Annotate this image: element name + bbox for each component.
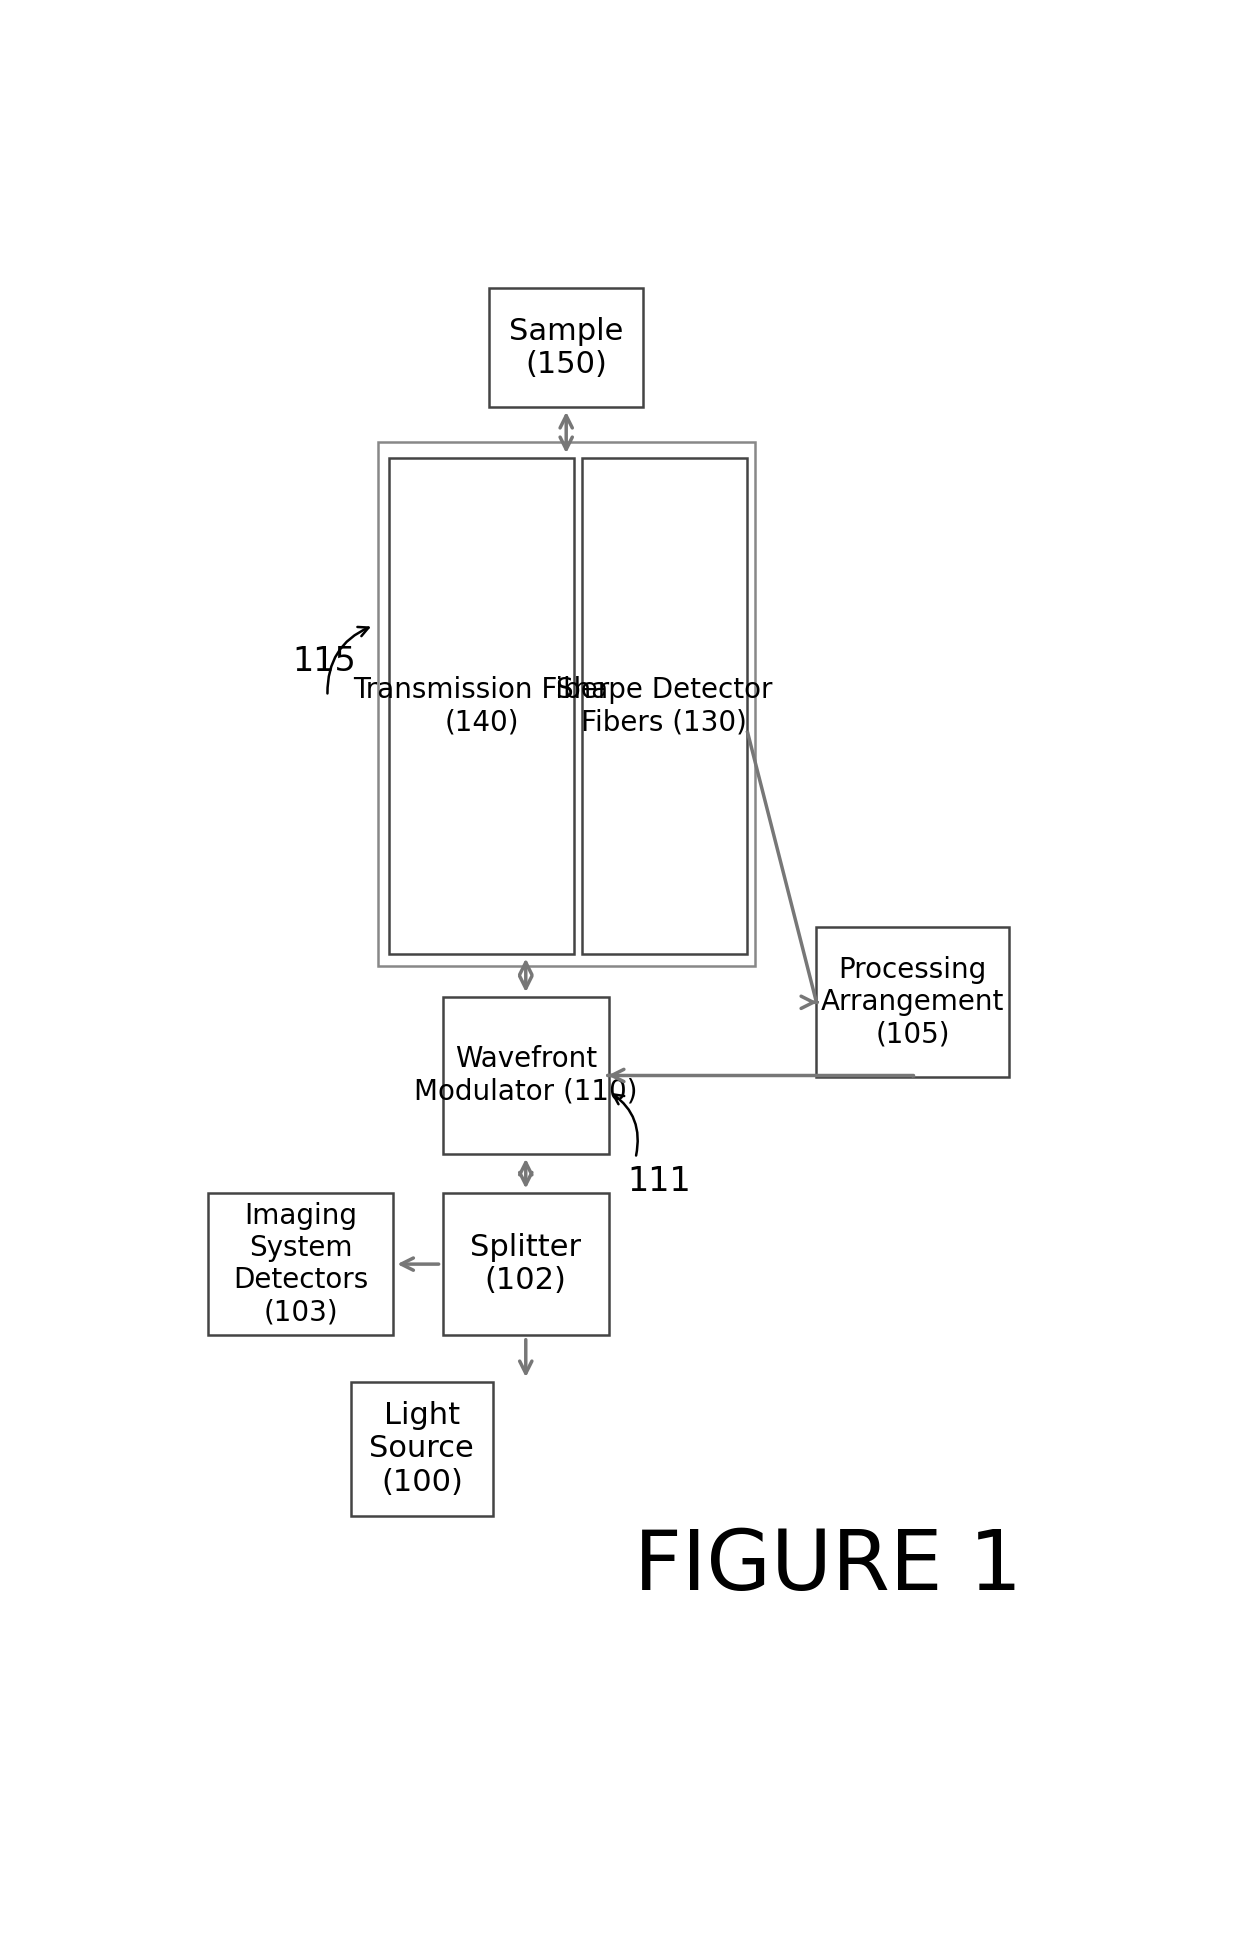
Bar (389, 457, 574, 955)
FancyArrowPatch shape (327, 627, 368, 693)
Text: 111: 111 (627, 1165, 692, 1199)
Text: Shape Detector
Fibers (130): Shape Detector Fibers (130) (556, 675, 773, 736)
Bar (377, 443, 755, 966)
Text: Transmission Fiber
(140): Transmission Fiber (140) (353, 675, 610, 736)
Text: Processing
Arrangement
(105): Processing Arrangement (105) (821, 956, 1004, 1048)
FancyArrowPatch shape (613, 1095, 637, 1156)
Text: FIGURE 1: FIGURE 1 (634, 1526, 1022, 1606)
Bar (816, 927, 1009, 1078)
Bar (351, 1382, 494, 1517)
Bar (443, 1193, 609, 1335)
Text: Light
Source
(100): Light Source (100) (370, 1402, 474, 1497)
Text: Sample
(150): Sample (150) (508, 316, 624, 379)
Text: Imaging
System
Detectors
(103): Imaging System Detectors (103) (233, 1202, 368, 1327)
Text: Wavefront
Modulator (110): Wavefront Modulator (110) (414, 1044, 637, 1105)
Bar (443, 997, 609, 1154)
Bar (208, 1193, 393, 1335)
Bar (490, 289, 644, 408)
Text: 115: 115 (293, 644, 357, 677)
Bar (582, 457, 748, 955)
Text: Splitter
(102): Splitter (102) (470, 1234, 582, 1296)
